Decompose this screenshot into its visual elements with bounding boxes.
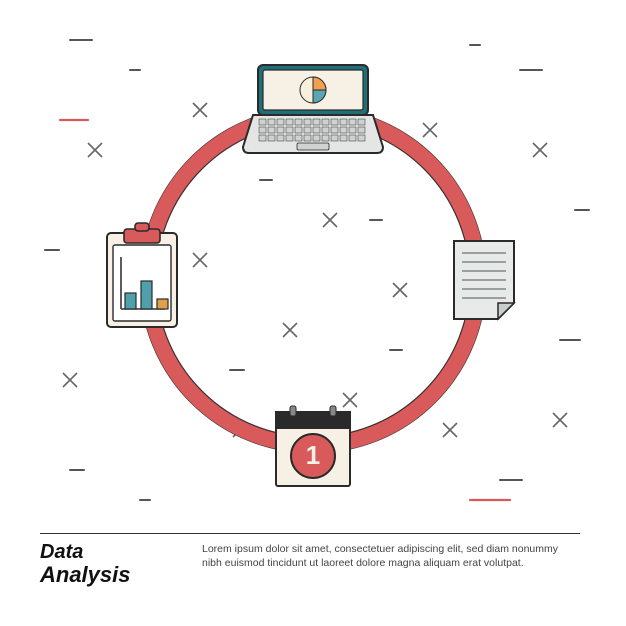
ring (140, 107, 486, 453)
title-line1: Data (40, 542, 190, 563)
svg-text:1: 1 (306, 440, 320, 470)
document-icon (454, 241, 514, 319)
laptop-icon (243, 65, 383, 153)
footer: Data Analysis Lorem ipsum dolor sit amet… (40, 533, 580, 586)
title-line2: Analysis (40, 563, 190, 586)
body-text: Lorem ipsum dolor sit amet, consectetuer… (202, 542, 580, 570)
calendar-icon: 1 (276, 406, 350, 486)
clipboard-icon (107, 223, 177, 327)
title-block: Data Analysis (40, 542, 202, 586)
infographic-canvas: 1 Data Analysis Lorem ipsum dolor sit am… (0, 0, 626, 626)
